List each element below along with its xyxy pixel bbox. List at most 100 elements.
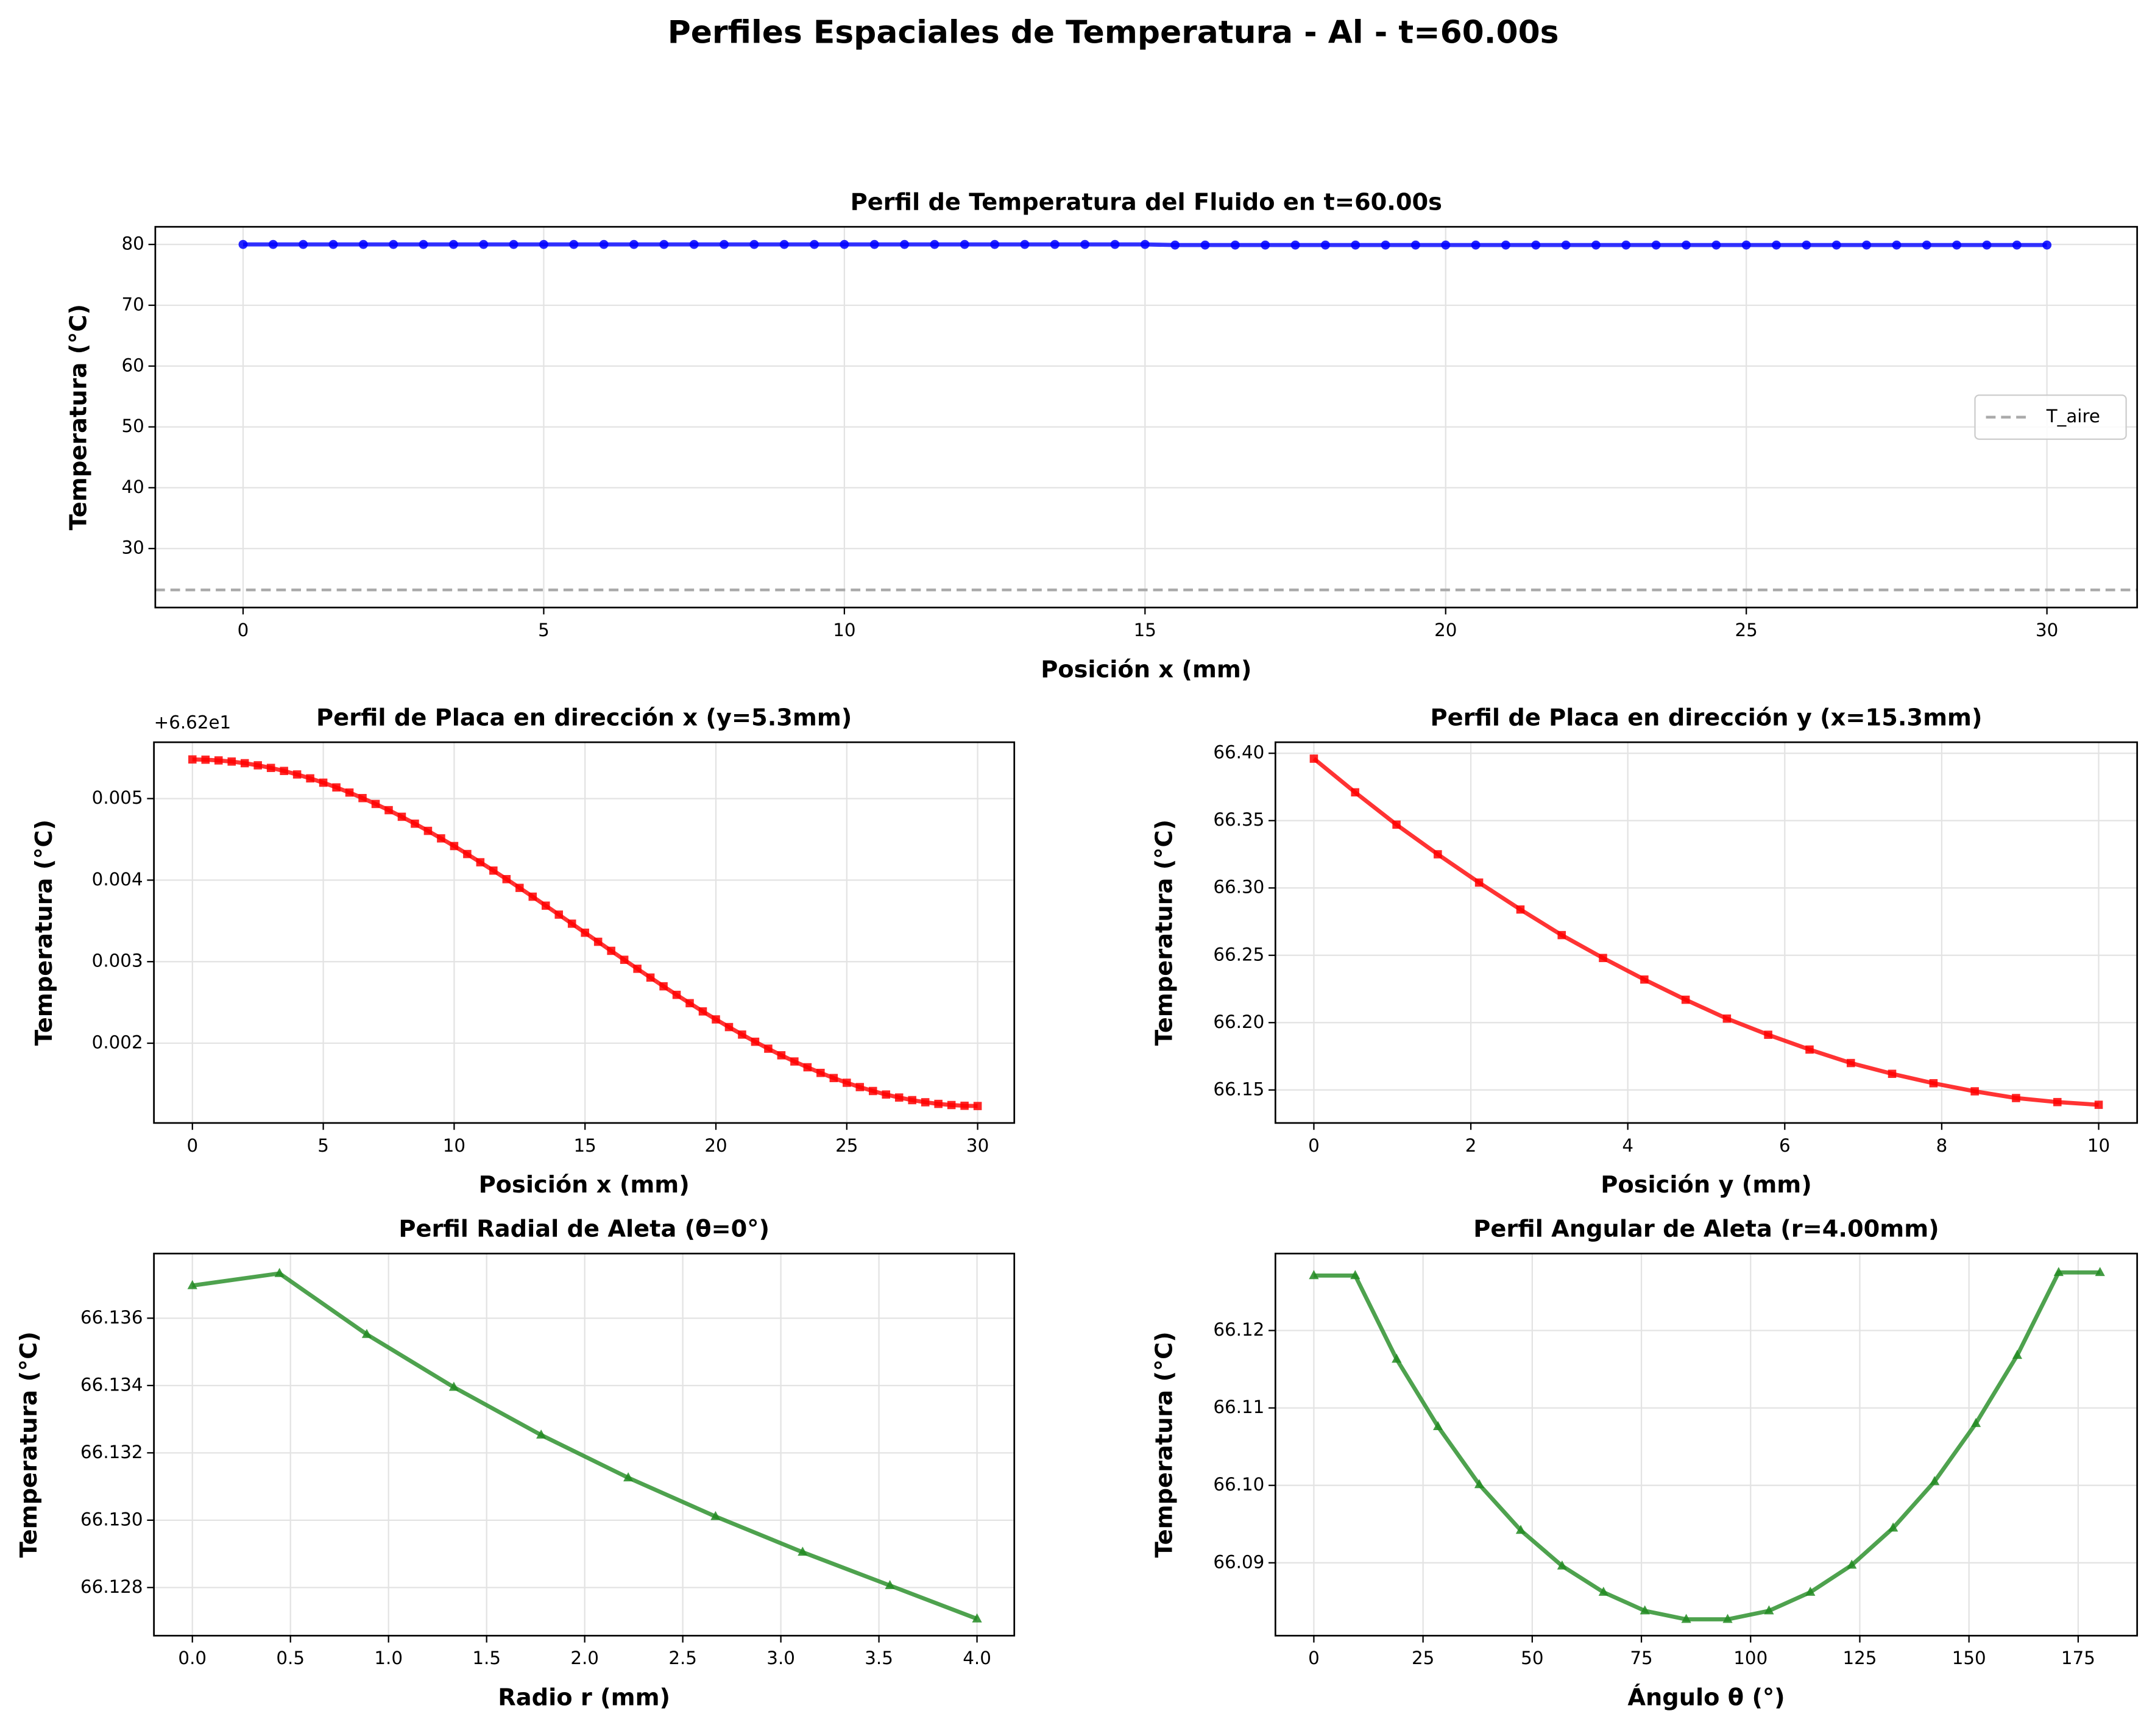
- x-tick-label: 0.0: [178, 1648, 207, 1668]
- data-point: [1741, 240, 1751, 250]
- data-point: [384, 806, 393, 815]
- data-point: [724, 1022, 734, 1032]
- axes-frame: [154, 225, 2139, 609]
- data-point: [567, 919, 576, 928]
- x-tick-label: 15: [574, 1135, 596, 1156]
- x-tick-label: 8: [1936, 1135, 1948, 1156]
- y-axis-label: Temperatura (°C): [65, 304, 92, 530]
- data-point: [361, 1328, 372, 1338]
- data-point: [1441, 240, 1451, 250]
- data-point: [1591, 240, 1601, 250]
- data-point: [2053, 1097, 2062, 1107]
- data-point: [515, 884, 524, 892]
- data-point: [623, 1472, 634, 1482]
- data-point: [1110, 239, 1120, 249]
- offset-text: +6.62e1: [154, 712, 232, 733]
- data-point: [599, 239, 609, 249]
- data-point: [1681, 1614, 1691, 1623]
- x-tick-label: 2.5: [668, 1648, 697, 1668]
- data-point: [1764, 1030, 1772, 1039]
- data-point: [358, 239, 368, 249]
- data-point: [448, 1381, 459, 1391]
- data-point: [1621, 240, 1631, 250]
- data-point: [266, 763, 275, 773]
- data-point: [869, 239, 879, 249]
- data-point: [1722, 1614, 1733, 1623]
- axes-frame: [153, 1252, 1016, 1637]
- subplot: Perfil de Placa en dirección x (y=5.3mm)…: [30, 704, 1016, 1199]
- x-axis-label: Posición x (mm): [1041, 656, 1251, 683]
- data-point: [1598, 1587, 1608, 1596]
- data-point: [1350, 1270, 1361, 1280]
- data-point: [1847, 1559, 1857, 1569]
- y-axis-label: Temperatura (°C): [1150, 1331, 1178, 1557]
- data-point: [541, 901, 550, 910]
- legend-label: T_aire: [2046, 406, 2100, 427]
- y-tick-label: 66.40: [1213, 742, 1264, 763]
- data-point: [1309, 754, 1318, 763]
- data-point: [1050, 239, 1060, 249]
- data-point: [299, 239, 308, 249]
- y-tick-label: 70: [122, 294, 144, 314]
- data-point: [659, 239, 669, 249]
- data-point: [672, 990, 681, 999]
- data-point: [1230, 240, 1240, 250]
- x-tick-label: 25: [1412, 1648, 1434, 1668]
- x-tick-label: 175: [2061, 1648, 2095, 1668]
- data-point: [1140, 239, 1150, 249]
- data-point: [2012, 1094, 2020, 1102]
- x-tick-label: 3.0: [766, 1648, 795, 1668]
- x-tick-label: 0: [1308, 1648, 1320, 1668]
- y-tick-label: 0.002: [92, 1032, 143, 1053]
- data-point: [2012, 1350, 2023, 1359]
- data-point: [1501, 240, 1510, 250]
- x-tick-label: 4: [1622, 1135, 1633, 1156]
- data-point: [1681, 995, 1690, 1004]
- data-point: [201, 755, 210, 764]
- x-tick-label: 5: [538, 620, 550, 640]
- x-tick-label: 50: [1521, 1648, 1543, 1668]
- data-point: [973, 1102, 982, 1110]
- data-point: [593, 937, 603, 946]
- data-point: [1170, 240, 1180, 250]
- data-point: [371, 799, 380, 809]
- data-point: [463, 849, 472, 859]
- y-axis-label: Temperatura (°C): [15, 1331, 43, 1557]
- data-point: [274, 1267, 285, 1277]
- data-point: [843, 1079, 851, 1087]
- data-point: [1515, 1525, 1526, 1534]
- data-point: [1392, 1353, 1402, 1363]
- data-point: [489, 866, 498, 875]
- y-tick-label: 60: [122, 355, 144, 375]
- y-tick-label: 66.30: [1213, 877, 1264, 898]
- data-point: [894, 1093, 904, 1102]
- data-point: [810, 239, 819, 249]
- data-point: [685, 999, 694, 1008]
- data-point: [1892, 240, 1902, 250]
- data-point: [479, 239, 489, 249]
- subplot: Perfil Angular de Aleta (r=4.00mm) Ángulo…: [1150, 1215, 2139, 1712]
- data-point: [1531, 240, 1541, 250]
- data-point: [1930, 1476, 1940, 1486]
- data-point: [1640, 975, 1649, 984]
- x-tick-label: 2: [1465, 1135, 1477, 1156]
- data-point: [934, 1099, 943, 1108]
- data-point: [1433, 1421, 1443, 1430]
- data-point: [389, 239, 398, 249]
- data-point: [1474, 1479, 1485, 1489]
- data-point: [292, 770, 302, 779]
- x-tick-label: 30: [966, 1135, 989, 1156]
- data-point: [554, 910, 564, 919]
- data-point: [1722, 1014, 1732, 1023]
- data-point: [1802, 240, 1811, 250]
- data-point: [240, 759, 249, 768]
- data-point: [1561, 240, 1571, 250]
- data-line: [1312, 757, 2099, 1107]
- data-point: [777, 1051, 786, 1060]
- x-tick-label: 6: [1779, 1135, 1791, 1156]
- x-tick-label: 1.5: [472, 1648, 501, 1668]
- x-tick-label: 15: [1134, 620, 1156, 640]
- y-axis-label: Temperatura (°C): [30, 820, 58, 1046]
